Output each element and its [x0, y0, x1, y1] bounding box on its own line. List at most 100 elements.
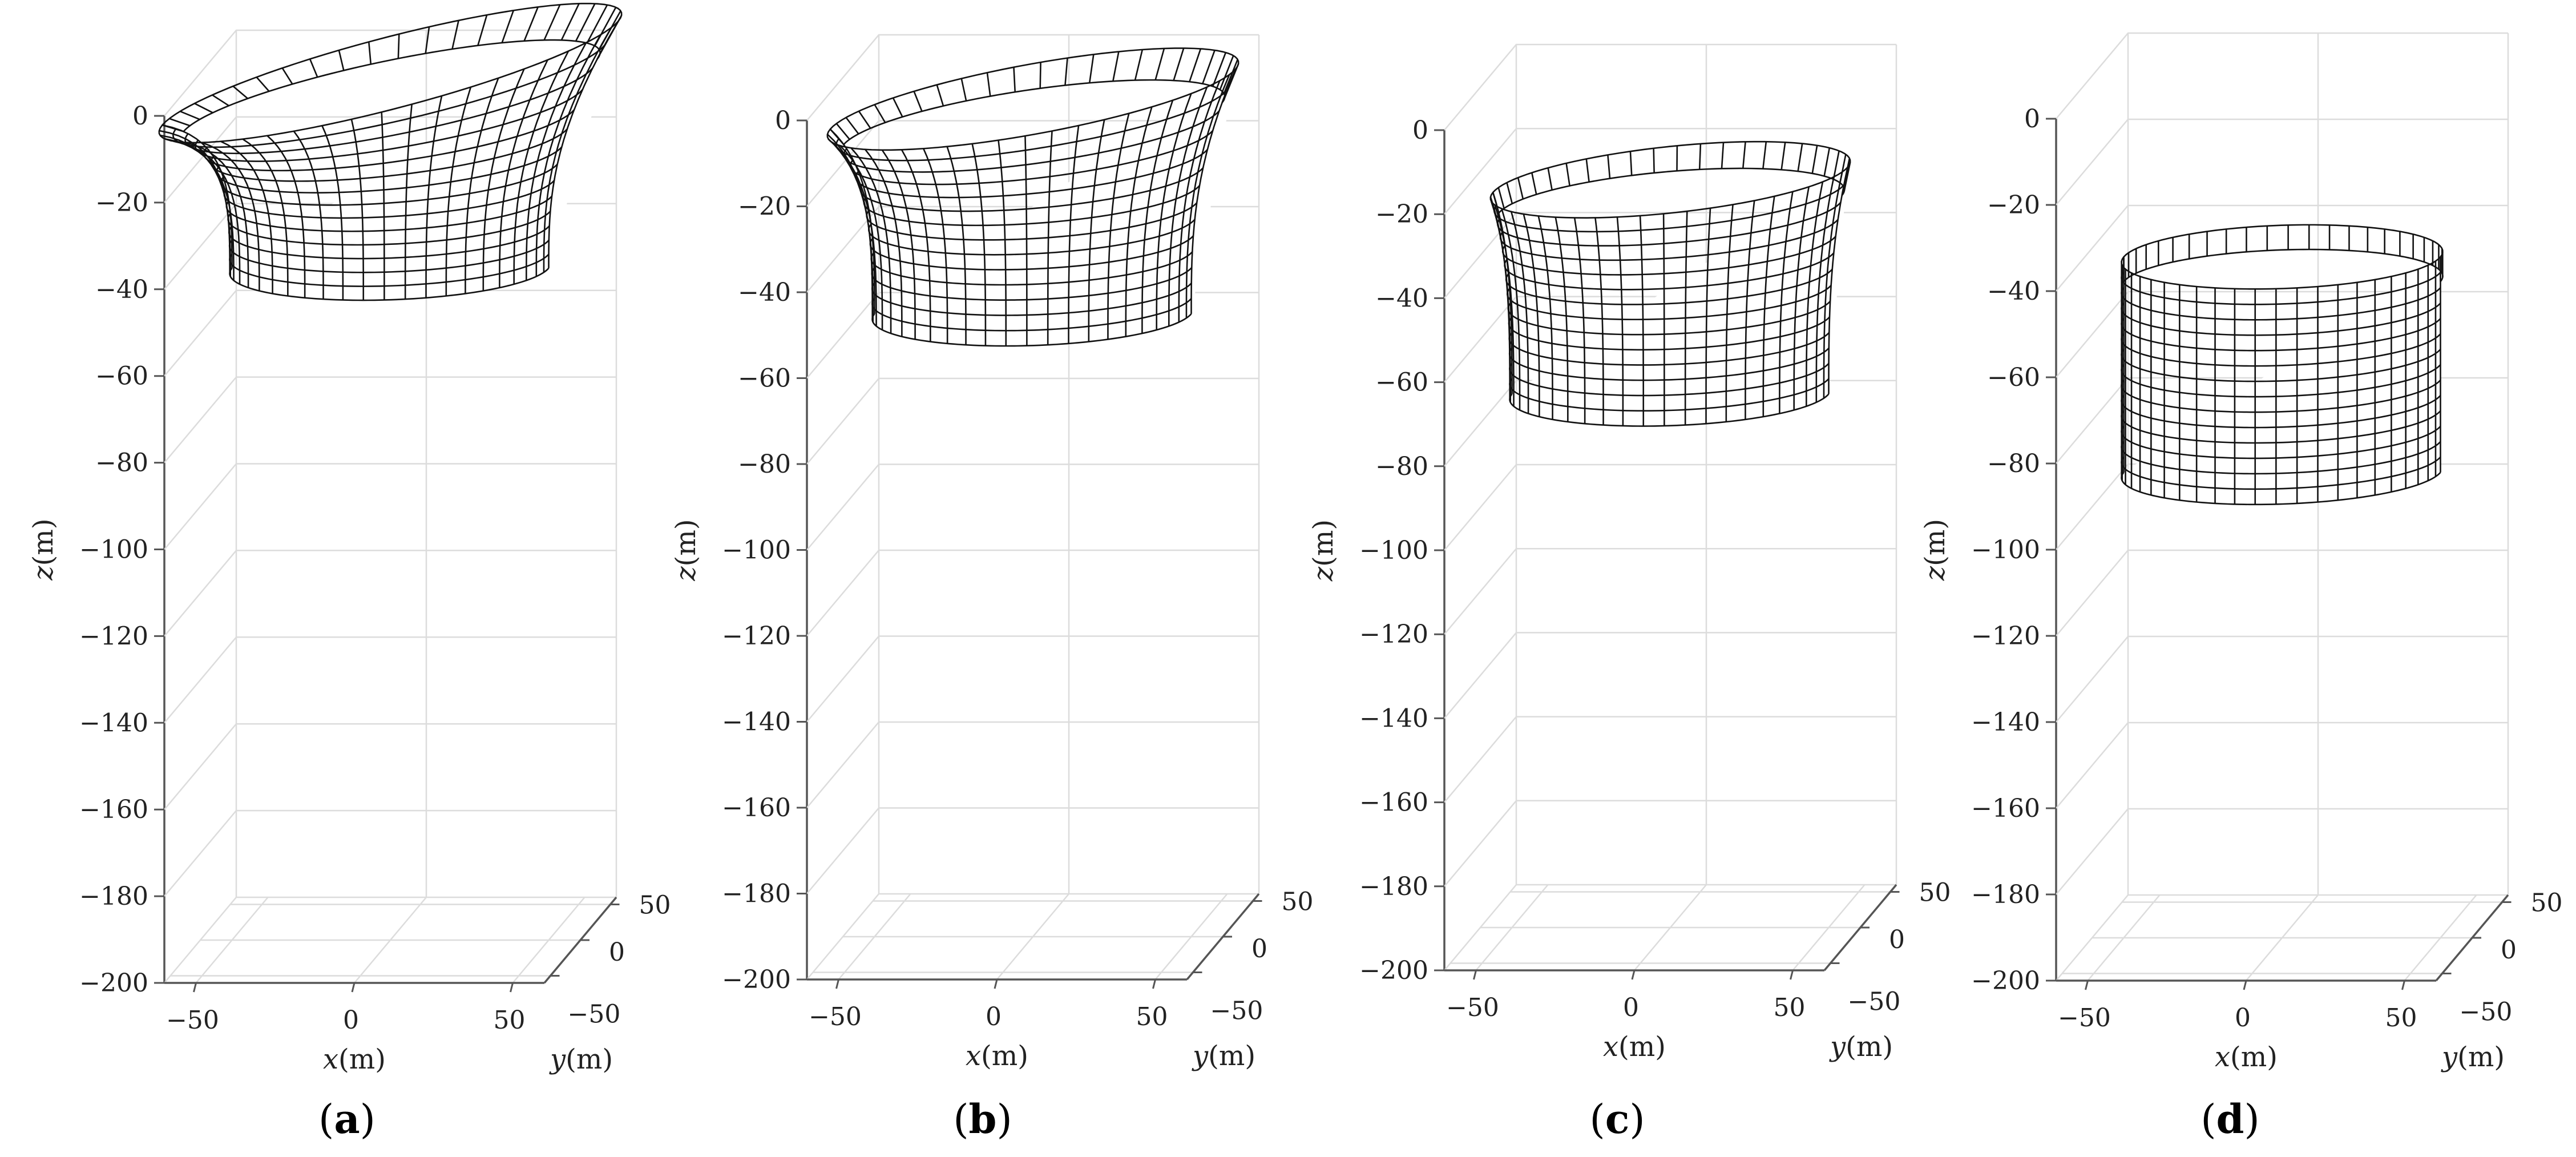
mesh-line	[162, 124, 184, 132]
mesh-line	[831, 142, 877, 326]
mesh-line	[598, 10, 621, 50]
mesh-line	[523, 6, 539, 42]
z-tick-label: −60	[1375, 368, 1428, 397]
mesh-line	[1039, 62, 1041, 88]
mesh-line	[160, 134, 232, 277]
z-grid-line	[806, 34, 1259, 121]
z-tick-label: −40	[95, 275, 148, 304]
mesh-line	[1839, 154, 1847, 183]
x-tick	[2243, 980, 2247, 990]
x-tick-label: 50	[494, 1006, 526, 1035]
x-tick-label: −50	[809, 1002, 862, 1031]
mesh-line	[1178, 80, 1221, 322]
z-tick-label: −180	[1359, 872, 1428, 901]
z-grid-line	[1444, 716, 1896, 803]
z-grid-line	[2056, 291, 2508, 378]
mesh-line	[293, 131, 324, 300]
x-tick-label: −50	[1446, 993, 1499, 1022]
x-tick	[2401, 980, 2405, 990]
mesh-line	[1185, 74, 1230, 319]
z-grid-line	[1444, 547, 1896, 635]
z-grid-line	[806, 721, 1259, 808]
mesh-line	[560, 3, 580, 41]
x-tick	[510, 982, 514, 993]
mesh-line	[220, 140, 273, 294]
y-tick-label: −50	[1848, 987, 1901, 1017]
z-grid-line	[1444, 884, 1896, 971]
z-grid-line	[806, 463, 1259, 551]
z-grid-line	[2056, 894, 2508, 981]
z-grid-line	[806, 807, 1259, 894]
mesh-line	[513, 50, 570, 284]
mesh-line	[835, 123, 850, 140]
x-tick	[1473, 970, 1477, 980]
z-tick-label: −20	[95, 188, 148, 217]
mesh-line	[338, 50, 345, 71]
mesh-line	[1223, 59, 1238, 94]
mesh-line	[892, 98, 903, 118]
mesh-line	[1805, 182, 1824, 406]
mesh-line	[1832, 151, 1840, 180]
z-tick-label: −60	[95, 362, 148, 391]
z-tick-label: −140	[1359, 704, 1428, 733]
mesh-line	[499, 59, 548, 288]
mesh-line	[1224, 63, 1239, 99]
z-grid-line	[1444, 43, 1896, 131]
z-tick-label: −60	[738, 364, 791, 393]
mesh-line	[350, 119, 365, 301]
mesh-line	[482, 68, 525, 291]
panel-d: 0 −20 −40 −60 −80 −100 −120 −140 −160 −180 −200 −50…	[1919, 32, 2563, 1143]
z-grid-line	[1444, 632, 1896, 719]
z-grid-line	[806, 549, 1259, 636]
mesh-line	[586, 4, 608, 44]
panel-c: 0 −20 −40 −60 −80 −100 −120 −140 −160 −180 −200 −50…	[1307, 43, 1951, 1143]
mesh-line	[525, 42, 587, 281]
mesh-line	[1698, 143, 1702, 170]
z-tick-label: 0	[775, 106, 791, 135]
mesh-line	[1064, 58, 1068, 86]
mesh-line	[827, 138, 874, 322]
z-tick-label: −160	[1971, 794, 2040, 823]
y-tick-label: −50	[1210, 997, 1263, 1026]
panel-caption: (c)	[1589, 1095, 1645, 1143]
mesh-line	[1492, 192, 1500, 213]
mesh-line	[1219, 55, 1234, 90]
z-grid-line	[164, 289, 616, 377]
mesh-line	[874, 104, 886, 123]
mesh-line	[1189, 49, 1202, 82]
z-grid-line	[164, 29, 616, 116]
z-grid-line	[2056, 118, 2508, 205]
mesh-line	[1168, 87, 1208, 326]
z-tick-label: 0	[132, 102, 148, 131]
z-axis-label: z(m)	[1919, 519, 1951, 581]
mesh-line	[1607, 155, 1611, 179]
z-tick-label: −200	[79, 969, 148, 998]
z-tick-label: −200	[1359, 956, 1428, 985]
panel-caption: (b)	[953, 1095, 1012, 1143]
mesh-ring	[843, 79, 1226, 146]
z-tick-label: −100	[79, 535, 148, 565]
mesh-line	[173, 140, 241, 284]
z-grid-line	[2056, 808, 2508, 895]
mesh-line	[1107, 113, 1130, 340]
y-tick-label: 50	[1282, 888, 1314, 917]
x-tick-label: 0	[343, 1006, 359, 1035]
z-tick-label: −100	[722, 536, 791, 565]
mesh-line	[1510, 211, 1529, 414]
y-axis-label: y(m)	[1829, 1031, 1893, 1063]
y-tick-label: 50	[639, 891, 671, 920]
mesh-line	[1088, 54, 1095, 83]
z-tick-label: −120	[79, 622, 148, 651]
z-grid-line	[164, 896, 616, 983]
y-tick-label: 0	[1251, 934, 1267, 964]
panel-caption: (a)	[318, 1095, 376, 1143]
mesh-line	[1828, 167, 1849, 394]
mesh-line	[1537, 216, 1553, 420]
mesh-line	[1684, 211, 1688, 425]
mesh-line	[1190, 68, 1237, 314]
mesh-line	[535, 34, 601, 277]
mesh-line	[923, 148, 948, 344]
cylinder-fill	[162, 3, 622, 301]
z-grid-line	[164, 723, 616, 811]
mesh-line	[881, 150, 916, 340]
